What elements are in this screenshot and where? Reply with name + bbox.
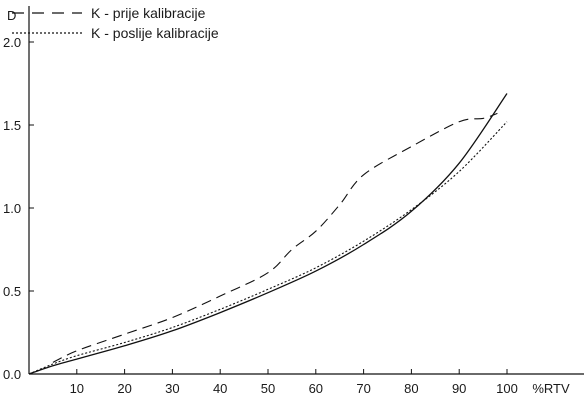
- x-axis-title: %RTV: [532, 381, 570, 396]
- series-line-dashed: [52, 112, 498, 363]
- legend: K - prije kalibracije K - poslije kalibra…: [12, 5, 219, 41]
- y-axis-title: D: [7, 8, 16, 23]
- x-tick-label: 10: [70, 381, 84, 396]
- y-tick-label: 1.5: [3, 118, 21, 133]
- y-tick-label: 0.0: [3, 367, 21, 382]
- x-tick-label: 40: [213, 381, 227, 396]
- x-tick-label: 100: [496, 381, 518, 396]
- legend-label: K - poslije kalibracije: [91, 25, 219, 41]
- x-tick-label: 20: [117, 381, 131, 396]
- x-tick-label: 80: [404, 381, 418, 396]
- series-lines: [28, 93, 508, 375]
- x-tick-label: 30: [165, 381, 179, 396]
- ticks: 0.0 0.5 1.0 1.5 2.0 10 20 30 40 50 60 70 80 90 100: [3, 35, 518, 396]
- y-tick-label: 1.0: [3, 201, 21, 216]
- axes: D %RTV: [7, 6, 584, 396]
- series-line-dotted: [28, 121, 508, 375]
- y-tick-label: 2.0: [3, 35, 21, 50]
- x-tick-label: 70: [356, 381, 370, 396]
- x-tick-label: 90: [452, 381, 466, 396]
- y-tick-label: 0.5: [3, 284, 21, 299]
- x-tick-label: 60: [309, 381, 323, 396]
- series-line-solid: [28, 93, 508, 375]
- legend-label: K - prije kalibracije: [91, 5, 206, 21]
- x-tick-label: 50: [261, 381, 275, 396]
